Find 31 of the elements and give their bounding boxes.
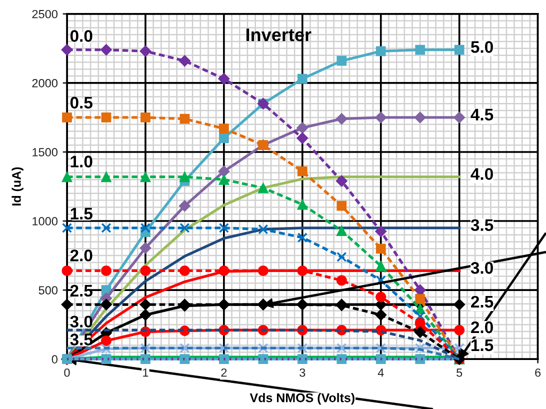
series-label: 3.5 bbox=[70, 334, 92, 346]
series-label: 3.0 bbox=[70, 316, 92, 328]
x-tick-label: 4 bbox=[378, 368, 384, 377]
series-label: 1.5 bbox=[472, 340, 494, 352]
series-label: 1.5 bbox=[70, 208, 92, 220]
series-label: 0.0 bbox=[70, 30, 92, 42]
x-tick-label: 0 bbox=[64, 368, 70, 377]
x-tick-label: 5 bbox=[456, 368, 462, 377]
y-axis-title: Id (uA) bbox=[12, 167, 24, 206]
y-tick-label: 2000 bbox=[32, 78, 58, 88]
series-label: 2.0 bbox=[471, 321, 493, 334]
series-label: 0.5 bbox=[70, 96, 92, 109]
y-tick-label: 500 bbox=[38, 286, 58, 294]
series-label: 1.0 bbox=[70, 156, 92, 168]
x-tick-label: 3 bbox=[300, 368, 306, 377]
series-label: 3.5 bbox=[470, 219, 494, 232]
series-label: 2.0 bbox=[70, 250, 92, 262]
series-label: 5.0 bbox=[470, 41, 493, 53]
x-axis-title: Vds NMOS (Volts) bbox=[250, 393, 354, 405]
series-label: 3.0 bbox=[470, 262, 493, 274]
series-label: 2.5 bbox=[471, 296, 494, 308]
x-tick-label: 2 bbox=[221, 368, 227, 377]
y-tick-label: 1500 bbox=[32, 148, 58, 156]
series-label: 2.5 bbox=[70, 284, 92, 297]
y-tick-label: 2500 bbox=[32, 10, 58, 18]
x-tick-label: 1 bbox=[143, 368, 148, 377]
y-tick-label: 1000 bbox=[32, 217, 58, 226]
series-label: 4.0 bbox=[470, 168, 493, 180]
series-label: 4.5 bbox=[470, 108, 494, 121]
y-tick-label: 0 bbox=[52, 355, 58, 364]
x-tick-label: 6 bbox=[535, 368, 541, 377]
